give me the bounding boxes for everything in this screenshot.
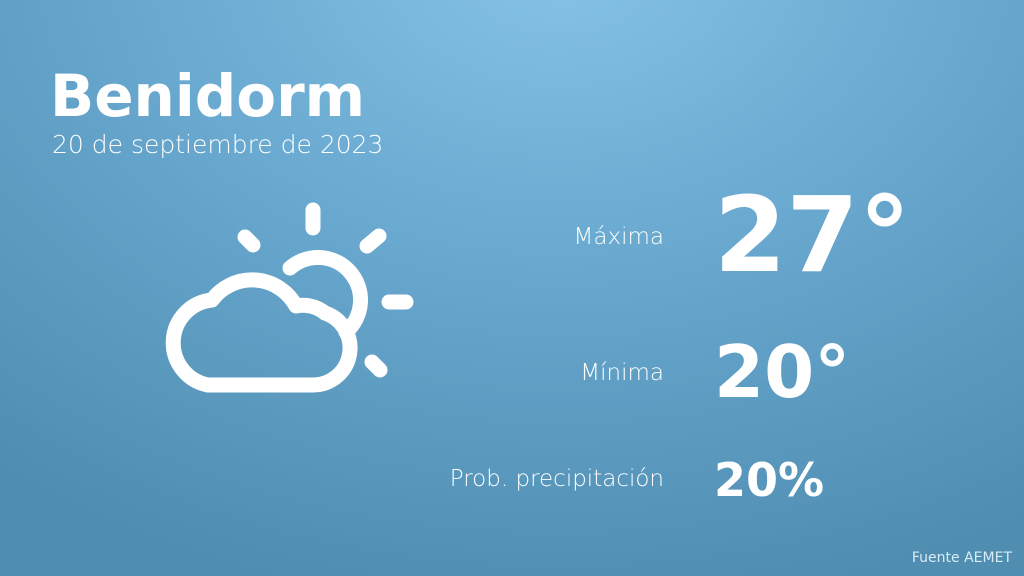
precip-value: 20%	[714, 453, 825, 507]
max-temp-value: 27°	[714, 174, 911, 296]
max-temp-label: Máxima	[573, 224, 664, 250]
min-temp-label: Mínima	[580, 360, 664, 386]
city-name: Benidorm	[50, 62, 366, 130]
forecast-date: 20 de septiembre de 2023	[52, 130, 384, 159]
precip-label: Prob. precipitación	[449, 466, 664, 492]
source-credit: Fuente AEMET	[911, 550, 1012, 566]
min-temp-value: 20°	[714, 330, 851, 414]
